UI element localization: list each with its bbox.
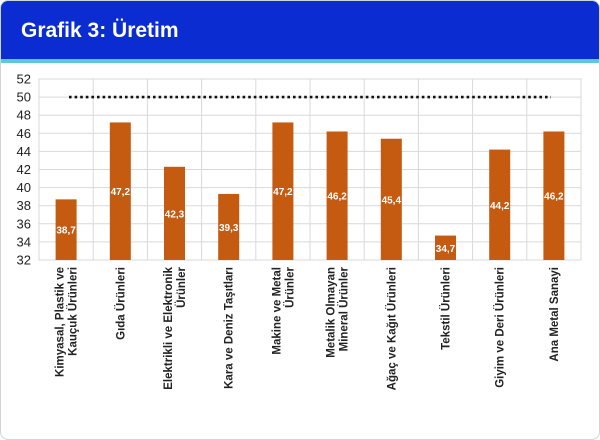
header-bar: Grafik 3: Üretim bbox=[1, 1, 599, 59]
y-tick-label: 48 bbox=[17, 108, 31, 123]
bar bbox=[164, 166, 185, 260]
category-label: Kara ve Deniz Taşıtları bbox=[224, 267, 236, 389]
data-label: 44,2 bbox=[490, 201, 510, 212]
y-tick-label: 38 bbox=[17, 198, 31, 213]
category-label: Kimyasal, Plastik ve bbox=[55, 267, 67, 377]
bar bbox=[543, 131, 565, 260]
y-tick-label: 50 bbox=[17, 90, 31, 105]
y-tick-label: 52 bbox=[17, 72, 31, 87]
data-label: 47,2 bbox=[273, 187, 293, 198]
y-tick-label: 34 bbox=[17, 234, 31, 249]
y-tick-label: 42 bbox=[17, 162, 31, 177]
category-label: Ürünler bbox=[175, 266, 188, 307]
y-tick-label: 44 bbox=[17, 144, 31, 159]
category-label: Giyim ve Deri Ürünleri bbox=[494, 267, 507, 388]
data-label: 39,3 bbox=[219, 223, 239, 234]
category-label: Elektrikli ve Elektronik bbox=[163, 266, 175, 389]
page-title: Grafik 3: Üretim bbox=[21, 19, 179, 42]
data-label: 46,2 bbox=[327, 192, 347, 203]
category-label: Ağaç ve Kağıt Ürünleri bbox=[385, 267, 398, 390]
bar bbox=[489, 149, 511, 260]
data-label: 38,7 bbox=[56, 226, 76, 237]
category-label: Kauçuk Ürünleri bbox=[67, 267, 80, 356]
bar bbox=[326, 131, 348, 260]
bar bbox=[380, 138, 402, 260]
y-tick-label: 46 bbox=[17, 126, 31, 141]
data-label: 45,4 bbox=[382, 195, 402, 206]
y-tick-label: 32 bbox=[17, 253, 31, 268]
data-label: 42,3 bbox=[165, 209, 185, 220]
bar bbox=[109, 122, 131, 260]
category-label: Metalik Olmayan bbox=[326, 267, 338, 358]
category-label: Mineral Ürünler bbox=[338, 266, 351, 351]
category-label: Tekstil Ürünleri bbox=[440, 267, 453, 350]
category-label: Ürünler bbox=[283, 266, 296, 307]
data-label: 34,7 bbox=[436, 244, 456, 255]
category-label: Gıda Ürünleri bbox=[114, 267, 127, 340]
data-label: 47,2 bbox=[111, 187, 131, 198]
category-label: Ana Metal Sanayi bbox=[549, 267, 561, 362]
bar bbox=[55, 199, 77, 260]
data-label: 46,2 bbox=[544, 192, 564, 203]
bar bbox=[218, 193, 240, 260]
bar bbox=[272, 122, 294, 260]
bar bbox=[435, 235, 456, 260]
category-label: Makine ve Metal bbox=[271, 267, 283, 355]
y-tick-label: 40 bbox=[17, 180, 31, 195]
y-tick-label: 36 bbox=[17, 216, 31, 231]
